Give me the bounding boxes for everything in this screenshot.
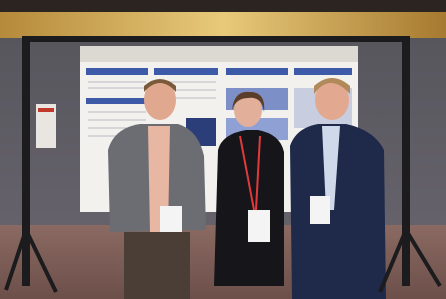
poster-header	[80, 46, 358, 62]
photo	[0, 0, 446, 299]
stand-pole	[22, 36, 30, 286]
stand-bar	[22, 36, 410, 42]
sign-header	[38, 108, 54, 112]
stand-pole	[402, 36, 410, 286]
ceiling-light	[0, 12, 446, 38]
page: {}	[0, 0, 446, 299]
ceiling	[0, 0, 446, 14]
